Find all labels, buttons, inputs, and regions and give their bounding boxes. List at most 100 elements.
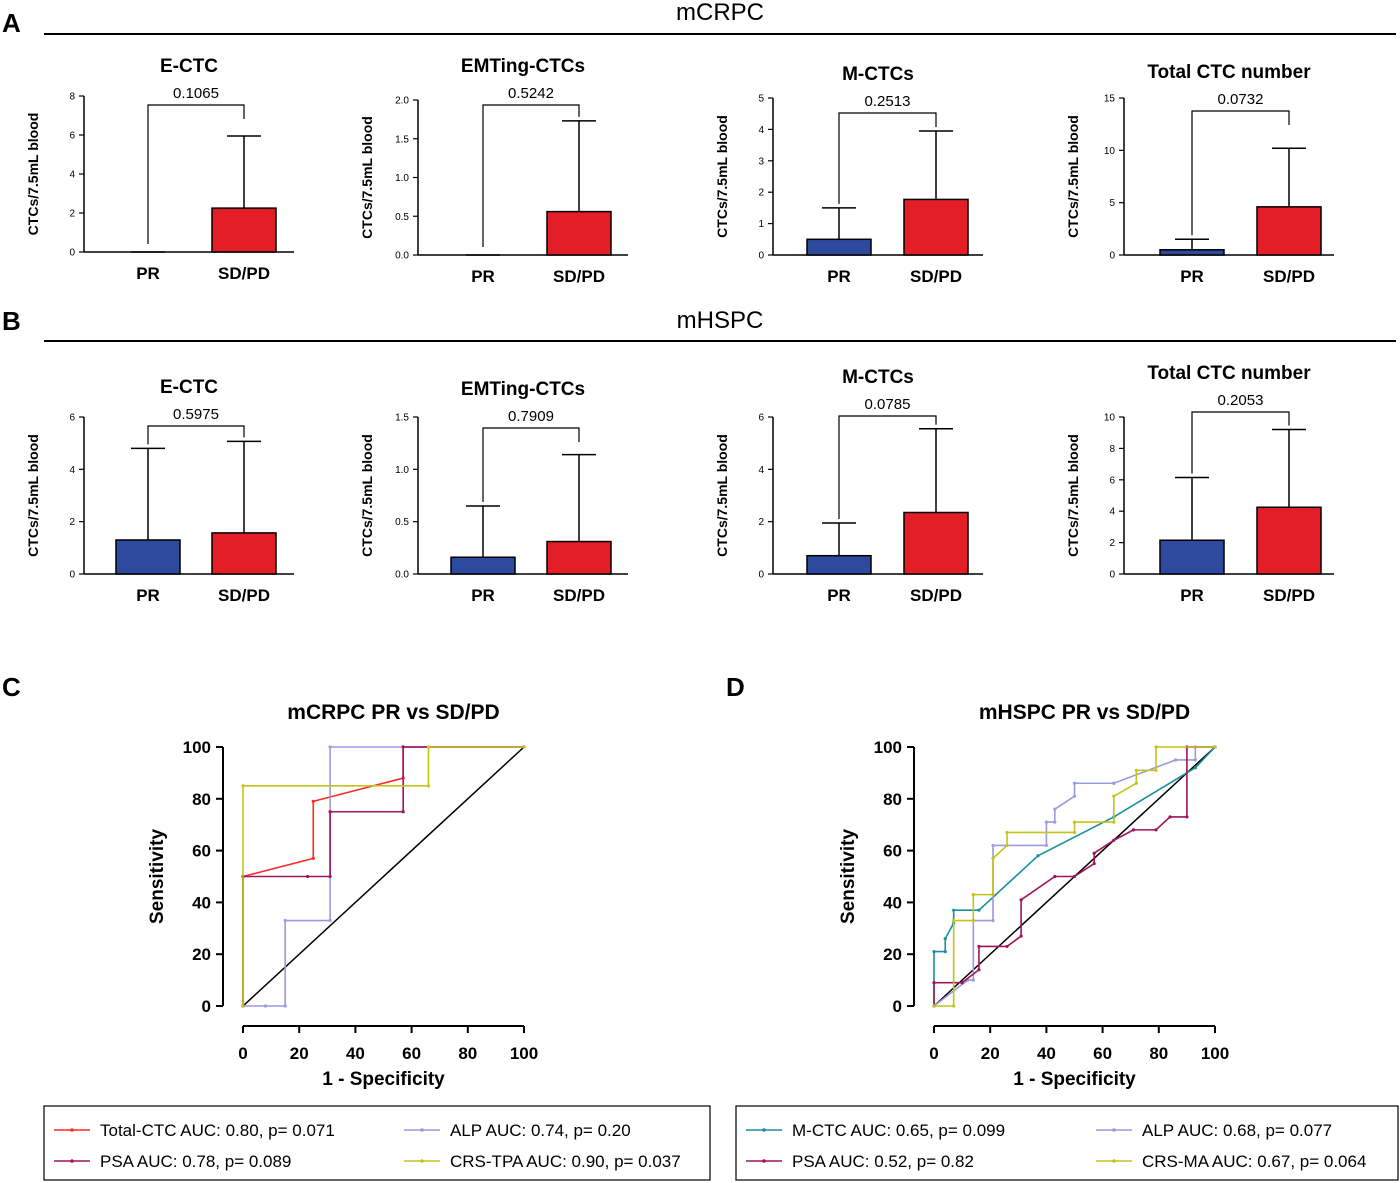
roc-point-m_ctc	[943, 950, 947, 954]
bar-chart-a4: Total CTC number CTCs/7.5mL blood 0 5 10 15 PR…	[1065, 62, 1334, 286]
roc-point-alp	[1072, 781, 1077, 785]
roc-point-total_ctc	[311, 856, 315, 860]
roc-point-crs	[1134, 768, 1138, 772]
roc-point-psa	[1092, 851, 1096, 855]
roc-point-psa	[1168, 815, 1172, 819]
roc-point-alp	[1053, 807, 1057, 811]
x-tick-label: 60	[402, 1044, 421, 1063]
category-label: PR	[1180, 586, 1204, 605]
bar-sdpd	[546, 210, 612, 256]
chart-title: M-CTCs	[842, 64, 914, 85]
roc-point-m_ctc	[1193, 766, 1197, 770]
roc-point-alp	[1193, 758, 1197, 762]
roc-point-psa	[1185, 815, 1189, 819]
roc-point-m_ctc	[952, 908, 956, 912]
y-tick-label: 6	[1109, 475, 1115, 486]
y-tick-label: 60	[883, 842, 902, 861]
y-axis-label: CTCs/7.5mL blood	[714, 115, 730, 238]
y-tick-label: 0.5	[395, 517, 409, 528]
roc-point-m_ctc	[943, 937, 947, 941]
roc-point-crs	[1134, 781, 1138, 785]
category-label: SD/PD	[910, 586, 962, 605]
y-tick-label: 4	[69, 170, 75, 181]
y-tick-label: 2	[69, 209, 75, 220]
chart-title: EMTing-CTCs	[461, 56, 585, 77]
roc-point-alp	[283, 1004, 287, 1008]
x-tick-label: 0	[238, 1044, 247, 1063]
y-tick-label: 6	[758, 413, 764, 424]
roc-point-alp	[971, 978, 975, 982]
roc-point-crs	[1072, 830, 1077, 835]
y-tick-label: 4	[758, 125, 764, 136]
y-axis-label: CTCs/7.5mL blood	[359, 434, 375, 557]
x-tick-label: 100	[510, 1044, 538, 1063]
roc-point-crs	[426, 745, 431, 749]
roc-point-alp	[991, 918, 995, 923]
roc-point-crs	[952, 918, 956, 923]
roc-point-alp	[1044, 843, 1048, 848]
legend-label: Total-CTC AUC: 0.80, p= 0.071	[100, 1121, 335, 1140]
panel-letter-b: B	[2, 306, 21, 336]
legend-label: M-CTC AUC: 0.65, p= 0.099	[792, 1121, 1005, 1140]
y-tick-label: 60	[192, 842, 211, 861]
roc-point-alp	[1112, 781, 1116, 785]
y-tick-label: 1	[758, 219, 764, 230]
category-label: SD/PD	[1263, 586, 1315, 605]
x-tick-label: 40	[346, 1044, 365, 1063]
roc-point-psa	[1072, 874, 1077, 879]
roc-point-psa	[328, 810, 332, 814]
y-tick-label: 80	[192, 790, 211, 809]
roc-point-alp	[328, 745, 332, 749]
bar-chart-a2: EMTing-CTCs CTCs/7.5mL blood 0.0 0.5 1.0 1.5 2…	[359, 56, 628, 286]
roc-point-crs	[1154, 768, 1158, 772]
y-tick-label: 20	[883, 945, 902, 964]
roc-point-alp	[1053, 820, 1057, 824]
y-axis-label: CTCs/7.5mL blood	[714, 434, 730, 557]
bar-pr	[806, 238, 872, 256]
y-tick-label: 2	[758, 517, 764, 528]
p-value-label: 0.0732	[1218, 91, 1264, 108]
roc-point-alp	[1044, 820, 1048, 824]
legend-marker-alp	[1112, 1128, 1116, 1132]
y-tick-label: 2	[69, 517, 75, 528]
y-tick-label: 1.0	[395, 465, 409, 476]
reference-diagonal	[242, 746, 525, 1007]
y-tick-label: 5	[758, 94, 764, 105]
y-tick-label: 4	[1109, 507, 1115, 518]
roc-point-crs	[991, 856, 995, 860]
roc-point-m_ctc	[977, 908, 981, 912]
y-tick-label: 8	[69, 92, 75, 103]
y-tick-label: 1.5	[395, 413, 409, 424]
bar-chart-b2: EMTing-CTCs CTCs/7.5mL blood 0.0 0.5 1.0 1.5 P…	[359, 379, 628, 605]
y-tick-label: 100	[874, 738, 902, 757]
x-tick-label: 80	[458, 1044, 477, 1063]
legend-marker-crs	[1112, 1159, 1116, 1163]
bar-sdpd	[1256, 206, 1322, 256]
y-tick-label: 15	[1104, 94, 1116, 105]
p-value-label: 0.5975	[173, 406, 219, 423]
y-tick-label: 20	[192, 945, 211, 964]
bar-pr	[806, 554, 872, 575]
y-tick-label: 0	[758, 251, 764, 262]
y-tick-label: 10	[1104, 413, 1116, 424]
significance-bracket	[838, 415, 937, 519]
roc-point-crs	[1005, 843, 1009, 848]
bar-sdpd	[546, 540, 612, 575]
y-tick-label: 0	[758, 570, 764, 581]
section-title-mhspc: mHSPC	[677, 307, 764, 334]
y-axis-label: CTCs/7.5mL blood	[359, 116, 375, 239]
y-tick-label: 0	[202, 997, 211, 1016]
y-tick-label: 2.0	[395, 96, 409, 107]
legend-label: CRS-MA AUC: 0.67, p= 0.064	[1142, 1152, 1366, 1171]
roc-point-psa	[960, 981, 964, 985]
y-axis-label: Sensitivity	[147, 829, 168, 924]
roc-point-alp	[1072, 794, 1077, 798]
y-tick-label: 3	[758, 156, 764, 167]
p-value-label: 0.1065	[173, 85, 219, 102]
legend-marker-crs	[420, 1159, 424, 1163]
bar-sdpd	[903, 198, 969, 256]
y-tick-label: 0	[1109, 251, 1115, 262]
roc-point-crs	[241, 784, 245, 788]
legend-box	[43, 1105, 711, 1181]
